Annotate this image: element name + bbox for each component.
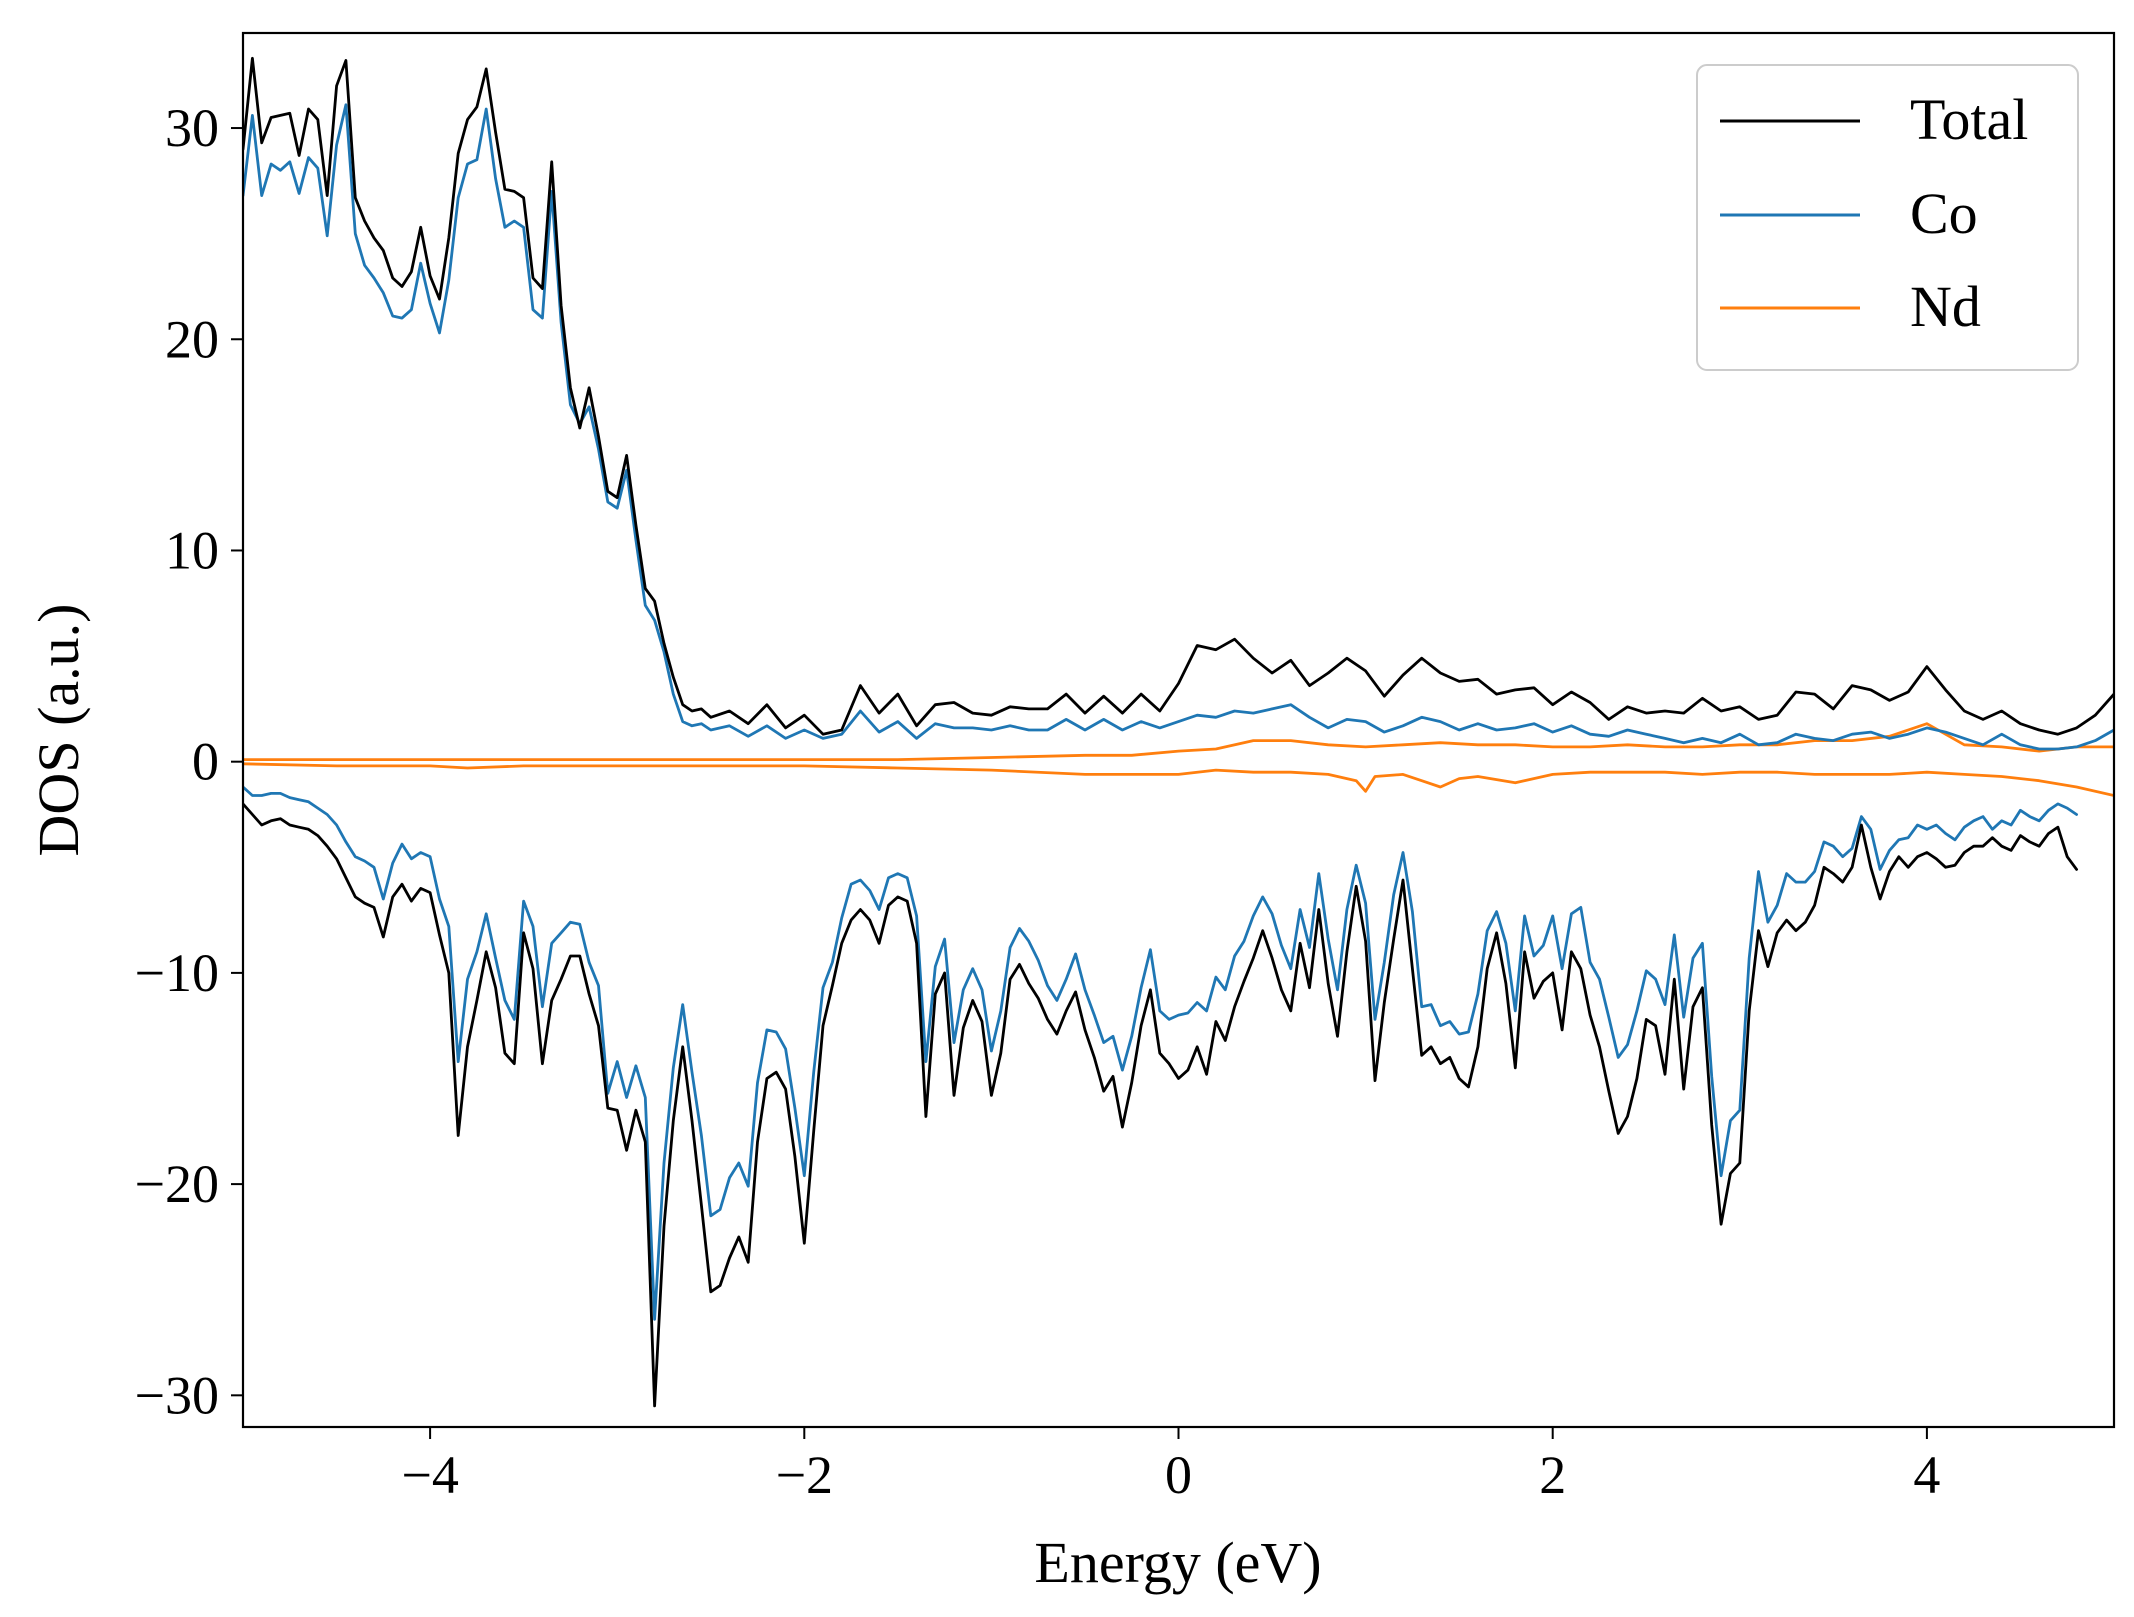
y-tick-label: 10 bbox=[165, 520, 219, 580]
x-tick-label: −2 bbox=[776, 1445, 833, 1505]
x-tick-label: −4 bbox=[401, 1445, 458, 1505]
x-axis-label: Energy (eV) bbox=[1034, 1530, 1321, 1595]
series-line-total-spin-up bbox=[243, 56, 2114, 736]
y-tick-label: −10 bbox=[135, 943, 219, 1003]
legend-box bbox=[1696, 64, 2079, 371]
y-tick-label: 30 bbox=[165, 98, 219, 158]
y-axis-ticks: −30 −20 −10 0 10 20 30 bbox=[135, 98, 243, 1425]
legend-label-nd: Nd bbox=[1910, 274, 1981, 339]
y-tick-label: −20 bbox=[135, 1154, 219, 1214]
series-line-co-spin-down bbox=[243, 785, 2079, 1321]
y-axis-label: DOS (a.u.) bbox=[26, 604, 91, 857]
legend-label-co: Co bbox=[1910, 181, 1978, 246]
y-tick-label: 0 bbox=[192, 732, 219, 792]
series-line-co-spin-up bbox=[243, 103, 2114, 751]
series-line-nd-spin-up bbox=[243, 722, 2114, 761]
legend: Total Co Nd bbox=[1696, 64, 2079, 371]
series-line-total-spin-down bbox=[243, 802, 2079, 1408]
y-tick-label: 20 bbox=[165, 309, 219, 369]
x-tick-label: 4 bbox=[1913, 1445, 1940, 1505]
x-tick-label: 2 bbox=[1539, 1445, 1566, 1505]
x-axis-ticks: −4 −2 0 2 4 bbox=[401, 1427, 1940, 1505]
x-tick-label: 0 bbox=[1165, 1445, 1192, 1505]
y-tick-label: −30 bbox=[135, 1365, 219, 1425]
series-layer bbox=[243, 56, 2114, 1408]
series-line-nd-spin-down bbox=[243, 762, 2114, 797]
legend-label-total: Total bbox=[1910, 87, 2028, 152]
plot-frame bbox=[241, 31, 2116, 1429]
